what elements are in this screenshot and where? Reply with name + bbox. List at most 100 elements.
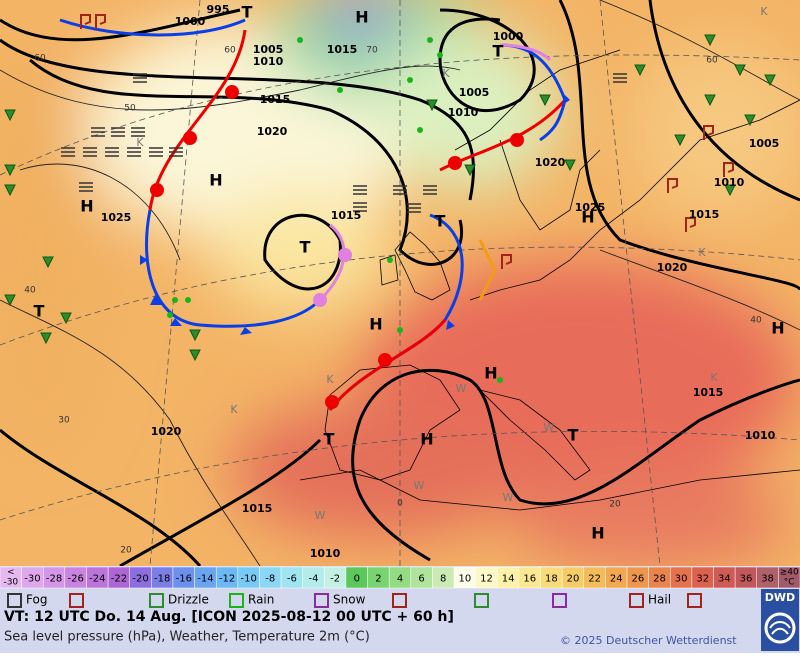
pressure-center: H [484, 364, 497, 383]
rain-symbol [337, 87, 343, 93]
scale-label: -10 [240, 574, 256, 585]
scale-label: 10 [458, 574, 471, 585]
scale-label: 4 [397, 574, 403, 585]
legend-icon [629, 593, 644, 608]
rain-symbol [407, 77, 413, 83]
minor-label: W [456, 382, 467, 395]
scale-label: -8 [265, 574, 275, 585]
isobar-label: 1000 [175, 15, 206, 28]
isobar-label: 995 [207, 3, 230, 16]
minor-label: W [544, 421, 555, 434]
scale-label: 28 [653, 574, 666, 585]
temperature-label: 40 [24, 286, 36, 296]
legend-icon [474, 593, 489, 608]
legend-label: Fog [26, 593, 47, 607]
scale-label: -28 [46, 574, 62, 585]
isobar-label: 1015 [260, 93, 291, 106]
weather-symbols [4, 14, 776, 383]
legend-label: Hail [648, 593, 671, 607]
scale-label: -22 [111, 574, 127, 585]
isobar-label: 1015 [242, 502, 273, 515]
rain-shower-symbol [724, 184, 736, 197]
weather-legend: Fog Drizzle Rain Snow Hail [7, 593, 702, 608]
temperature-label: 60 [706, 56, 718, 66]
legend-icon [687, 593, 702, 608]
rain-shower-symbol [4, 109, 16, 122]
minor-label: K [136, 136, 144, 149]
minor-label: K [760, 5, 768, 18]
rain-shower-symbol [60, 312, 72, 325]
isobar-label: 1005 [749, 137, 780, 150]
dwd-logo-ring [764, 612, 796, 644]
legend-icon [552, 593, 567, 608]
legend-label: Rain [248, 593, 274, 607]
rain-shower-symbol [564, 159, 576, 172]
isobar-label: 1010 [714, 176, 745, 189]
valid-time: VT: 12 UTC Do. 14 Aug. [ICON 2025-08-12 … [4, 609, 454, 625]
thunderstorm-symbol [501, 254, 512, 269]
scale-label: -2 [330, 574, 340, 585]
pressure-center: H [209, 171, 222, 190]
coastlines [299, 49, 800, 511]
isobar-label: 1015 [327, 43, 358, 56]
minor-label: K [710, 371, 718, 384]
minor-label: K [230, 403, 238, 416]
isobar-label: 1010 [745, 429, 776, 442]
pressure-center: T [493, 42, 504, 61]
color-scale: <-30 -30 -28 -26 -24 -22 -20 -18 -16 -14 -12 -10 -8-… [0, 566, 800, 589]
thunderstorm-symbol [667, 178, 678, 193]
scale-label: -6 [287, 574, 297, 585]
isobar-label: 1025 [101, 211, 132, 224]
scale-label: ≥40 [780, 568, 799, 578]
rain-shower-symbol [704, 34, 716, 47]
map-description: Sea level pressure (hPa), Weather, Tempe… [4, 630, 370, 645]
isobar-label: 1015 [689, 208, 720, 221]
temperature-label: 40 [750, 316, 762, 326]
scale-label: 24 [610, 574, 623, 585]
temperature-label: 50 [124, 104, 136, 114]
rain-symbol [417, 127, 423, 133]
graticule [0, 0, 800, 566]
pressure-center: H [369, 315, 382, 334]
minor-label: W [315, 509, 326, 522]
fronts [59, 18, 570, 411]
isobar-label: 1015 [331, 209, 362, 222]
pressure-center: H [581, 208, 594, 227]
temperature-label: 0 [397, 499, 403, 509]
rain-shower-symbol [426, 99, 438, 112]
isobar-label: 1025 [575, 201, 606, 214]
scale-label: 20 [567, 574, 580, 585]
pressure-center: T [435, 212, 446, 231]
rain-shower-symbol [189, 349, 201, 362]
rain-shower-symbol [764, 74, 776, 87]
isobar-label: 1010 [310, 547, 341, 560]
scale-label: 32 [696, 574, 709, 585]
scale-label: 22 [588, 574, 601, 585]
isobar-label: 1020 [257, 125, 288, 138]
rain-symbol [397, 327, 403, 333]
legend-icon [149, 593, 164, 608]
rain-symbol [297, 37, 303, 43]
thunderstorm-symbol [703, 125, 714, 140]
isobar-label: 1020 [535, 156, 566, 169]
pressure-center: H [591, 524, 604, 543]
pressure-center: T [568, 426, 579, 445]
rain-symbol [437, 52, 443, 58]
thunderstorm-symbol [723, 162, 734, 177]
rain-shower-symbol [674, 134, 686, 147]
minor-label: W [414, 479, 425, 492]
pressure-center: T [242, 3, 253, 22]
temperature-label: 20 [609, 500, 621, 510]
pressure-center: H [420, 430, 433, 449]
isobar-label: 1015 [693, 386, 724, 399]
rain-shower-symbol [4, 294, 16, 307]
pressure-center: H [80, 197, 93, 216]
scale-label: -30 [3, 578, 18, 588]
legend-icon [229, 593, 244, 608]
rain-symbol [497, 377, 503, 383]
rain-shower-symbol [539, 94, 551, 107]
scale-label: -14 [197, 574, 213, 585]
scale-label: 2 [375, 574, 381, 585]
